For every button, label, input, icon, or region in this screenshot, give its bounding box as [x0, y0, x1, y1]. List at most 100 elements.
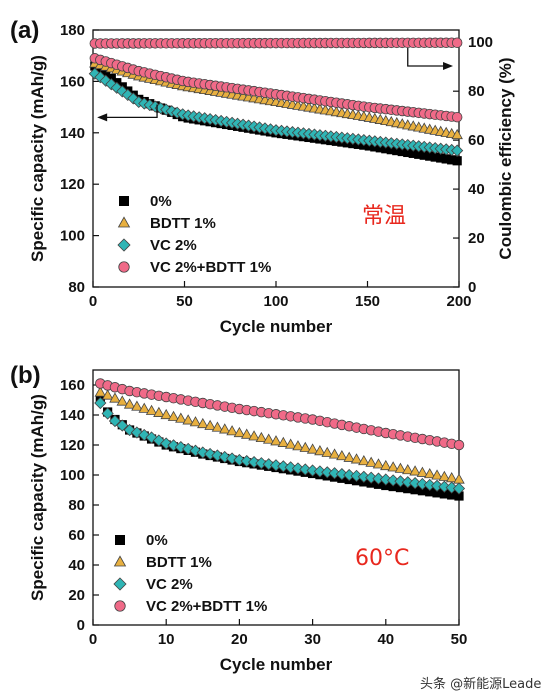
- data-point: [430, 479, 444, 492]
- legend-label: BDTT 1%: [146, 554, 212, 571]
- y2-tick-label: 60: [468, 132, 485, 149]
- data-point: [453, 439, 465, 451]
- legend-label: BDTT 1%: [150, 215, 216, 232]
- data-point: [358, 454, 370, 466]
- x-tick-label: 0: [89, 631, 97, 648]
- data-point: [299, 441, 312, 452]
- data-point: [116, 395, 129, 406]
- data-point: [94, 71, 107, 84]
- data-point: [328, 467, 341, 480]
- data-point: [160, 408, 172, 420]
- data-point: [240, 428, 253, 439]
- data-point: [380, 459, 392, 471]
- data-point: [408, 477, 422, 490]
- y-tick-label: 140: [60, 407, 85, 424]
- data-point: [403, 147, 413, 158]
- y-tick-label: 120: [60, 176, 85, 193]
- data-point: [255, 431, 268, 443]
- data-point: [123, 423, 136, 437]
- data-point: [247, 456, 261, 469]
- legend-marker: [117, 238, 131, 252]
- y-axis-label: Specific capacity (mAh/g): [28, 394, 47, 601]
- data-point: [343, 451, 355, 462]
- series-coulombic-efficiency: [89, 37, 463, 49]
- temperature-annotation: 常温: [362, 204, 406, 229]
- data-point: [425, 151, 435, 161]
- data-point: [394, 462, 407, 473]
- series-vc-2-: [88, 67, 464, 157]
- data-point: [403, 484, 413, 494]
- data-point: [233, 453, 246, 467]
- axis-indicator-arrows: [97, 47, 454, 122]
- y2-tick-label: 80: [468, 83, 485, 100]
- y-tick-label: 20: [68, 587, 85, 604]
- data-point: [452, 482, 466, 495]
- data-point: [94, 396, 107, 410]
- data-point: [197, 417, 209, 429]
- data-point: [248, 430, 260, 441]
- data-point: [416, 466, 429, 477]
- data-point: [401, 476, 414, 489]
- data-point: [454, 491, 464, 501]
- y-tick-label: 100: [60, 228, 85, 245]
- data-point: [130, 426, 144, 439]
- data-point: [372, 472, 385, 485]
- data-point: [416, 477, 429, 491]
- data-point: [388, 481, 398, 492]
- data-point: [408, 148, 418, 158]
- legend-marker: [117, 216, 131, 228]
- y-tick-label: 0: [77, 617, 85, 634]
- watermark: 头条 @新能源Leader: [420, 676, 542, 692]
- y-tick-label: 160: [60, 377, 85, 394]
- data-point: [101, 389, 114, 400]
- data-point: [392, 145, 402, 156]
- left-axis-arrowhead: [97, 113, 108, 122]
- data-point: [306, 443, 319, 454]
- x-tick-label: 50: [176, 293, 193, 310]
- series-bdtt-1-: [89, 57, 463, 140]
- panel-label: (b): [10, 362, 41, 389]
- x-tick-label: 20: [231, 631, 248, 648]
- data-point: [127, 92, 140, 105]
- data-point: [189, 416, 202, 427]
- data-point: [432, 488, 442, 498]
- data-point: [284, 438, 297, 449]
- data-point: [395, 483, 406, 493]
- y2-tick-label: 0: [468, 279, 476, 296]
- data-point: [131, 400, 143, 411]
- data-point: [292, 440, 304, 451]
- data-point: [284, 461, 297, 474]
- data-point: [138, 402, 150, 413]
- panel-label: (a): [10, 17, 39, 44]
- data-point: [379, 473, 392, 486]
- legend-label: VC 2%+BDTT 1%: [150, 259, 271, 276]
- x-axis-label: Cycle number: [220, 317, 333, 336]
- y-tick-label: 160: [60, 73, 85, 90]
- series-vc-2-: [94, 396, 466, 495]
- data-point: [438, 470, 451, 481]
- data-point: [211, 449, 224, 462]
- data-point: [116, 419, 129, 432]
- legend-marker: [114, 600, 126, 612]
- y-axis-label: Specific capacity (mAh/g): [28, 55, 47, 262]
- y2-tick-label: 100: [468, 34, 493, 51]
- data-point: [430, 152, 440, 162]
- data-point: [101, 69, 111, 79]
- data-point: [451, 144, 464, 157]
- legend-marker: [119, 196, 129, 206]
- data-point: [386, 145, 396, 155]
- data-point: [438, 480, 451, 493]
- data-point: [182, 414, 194, 425]
- legend-marker: [115, 535, 125, 545]
- data-point: [269, 459, 283, 472]
- data-point: [431, 469, 443, 480]
- data-point: [175, 412, 187, 423]
- data-point: [153, 406, 165, 417]
- y-tick-label: 140: [60, 125, 85, 142]
- y-tick-label: 100: [60, 467, 85, 484]
- data-point: [138, 428, 151, 442]
- data-point: [160, 437, 173, 450]
- panel-b-capacity-chart: 0 10 20 30 40 50 0 20 40 60 80 100 120 140 160 Cycle nu…: [10, 362, 467, 674]
- legend: 0% BDTT 1% VC 2% VC 2%+BDTT 1%: [113, 532, 267, 615]
- temperature-annotation: 60°C: [355, 546, 409, 571]
